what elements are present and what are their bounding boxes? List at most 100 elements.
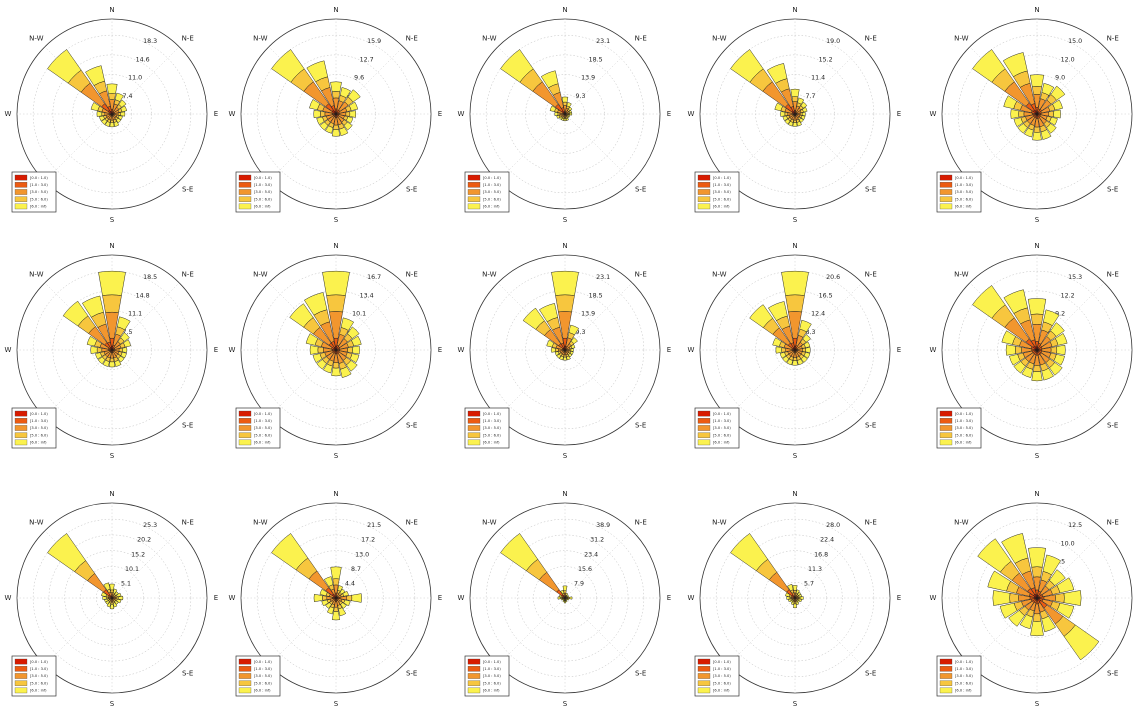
radial-tick-label: 16.8 xyxy=(814,551,828,558)
radial-gridline xyxy=(288,550,384,646)
compass-label-nw: N-W xyxy=(253,34,267,42)
wedge-WNW-bin-5 xyxy=(1001,330,1016,345)
radial-tick-label: 7.5 xyxy=(1055,559,1065,566)
legend-swatch xyxy=(939,418,953,424)
compass-label-e: E xyxy=(897,594,901,602)
wedge-S-bin-5 xyxy=(1031,371,1043,382)
compass-label-se: S-E xyxy=(182,670,193,678)
compass-label-nw: N-W xyxy=(712,270,726,278)
compass-label-n: N xyxy=(333,242,338,250)
wedge-SW-bin-5 xyxy=(782,355,790,363)
wedge-N-bin-5 xyxy=(561,96,569,103)
compass-label-se: S-E xyxy=(635,186,646,194)
radial-tick-label: 20.6 xyxy=(826,274,840,281)
wedge-N-bin-5 xyxy=(562,585,568,592)
wedge-SSW-bin-5 xyxy=(1019,614,1033,630)
radial-gridline xyxy=(505,54,625,174)
wedge-W-bin-5 xyxy=(313,109,321,119)
wedge-WNW-bin-5 xyxy=(546,339,555,348)
wedge-SW-bin-5 xyxy=(105,600,110,605)
radial-gridline xyxy=(485,518,645,678)
radial-gridline xyxy=(505,290,625,410)
wedge-NE-bin-5 xyxy=(114,591,119,596)
wedge-NNE-bin-5 xyxy=(112,588,118,594)
wedge-NNW-bin-5 xyxy=(103,582,111,591)
wedge-N-bin-5 xyxy=(98,270,126,296)
radial-gridline xyxy=(32,270,192,430)
legend-swatch xyxy=(697,439,711,446)
wedge-SSE-bin-5 xyxy=(797,358,804,366)
wedge-N-bin-5 xyxy=(1029,74,1045,88)
radial-tick-label: 12.0 xyxy=(1061,56,1075,63)
angular-gridline xyxy=(564,113,633,182)
legend-label: [0.0 : 1.0) xyxy=(483,660,501,664)
radial-gridline xyxy=(485,270,645,430)
wedge-NNW-bin-5 xyxy=(1003,289,1028,314)
wedge-E-bin-4 xyxy=(802,347,806,353)
wedge-ENE-bin-5 xyxy=(802,107,808,113)
legend-label: [3.0 : 5.0) xyxy=(955,426,973,430)
legend-label: [3.0 : 5.0) xyxy=(254,426,272,430)
wedge-NNE-bin-5 xyxy=(1042,554,1061,576)
wedge-SSW-bin-5 xyxy=(323,363,333,374)
compass-label-se: S-E xyxy=(865,186,876,194)
wedge-E-bin-5 xyxy=(1056,344,1066,356)
wedge-S-bin-5 xyxy=(331,129,341,137)
compass-label-e: E xyxy=(667,346,671,354)
compass-label-ne: N-E xyxy=(1107,34,1119,42)
radial-tick-label: 15.2 xyxy=(131,551,145,558)
radial-tick-label: 18.3 xyxy=(143,38,157,45)
wedge-ENE-bin-5 xyxy=(1054,333,1068,346)
wedge-SSW-bin-5 xyxy=(561,117,565,121)
windrose-panel-12: 21.5 17.2 13.0 8.7 4.4 N S E W N-E S-E N-W [0.0 : 1.… xyxy=(229,490,443,708)
legend-label: [6.0 : inf) xyxy=(30,205,47,209)
angular-gridline xyxy=(44,113,113,182)
compass-label-s: S xyxy=(563,700,568,708)
angular-gridline xyxy=(564,349,633,418)
radial-tick-label: 9.2 xyxy=(1055,311,1065,318)
compass-label-se: S-E xyxy=(406,670,417,678)
wedge-ESE-bin-5 xyxy=(567,114,571,118)
compass-label-s: S xyxy=(334,452,339,460)
wedge-NE-bin-5 xyxy=(347,326,360,339)
wedge-NW-bin-5 xyxy=(500,49,534,83)
radial-tick-label: 16.5 xyxy=(819,292,833,299)
radial-gridline xyxy=(485,34,645,194)
compass-label-n: N xyxy=(333,6,338,14)
legend-swatch xyxy=(467,673,481,679)
wedge-NNW-bin-5 xyxy=(304,292,328,316)
legend-swatch xyxy=(467,203,481,210)
wedge-N-bin-5 xyxy=(792,585,798,591)
wedge-WNW-bin-5 xyxy=(549,105,557,112)
legend-label: [5.0 : 6.0) xyxy=(254,197,272,201)
wedge-N-bin-5 xyxy=(781,270,809,296)
angular-gridline xyxy=(44,597,113,666)
angular-gridline xyxy=(335,597,404,666)
radial-tick-label: 10.0 xyxy=(1061,540,1075,547)
legend-label: [0.0 : 1.0) xyxy=(955,176,973,180)
wedge-NNE-bin-5 xyxy=(799,319,812,333)
compass-label-w: W xyxy=(930,110,937,118)
wedge-S-bin-4 xyxy=(110,119,114,124)
radial-tick-label: 13.9 xyxy=(581,75,595,82)
wedge-NW-bin-5 xyxy=(62,300,89,327)
wedge-NNW-bin-5 xyxy=(1001,533,1029,564)
legend-swatch xyxy=(939,189,953,195)
wedge-N-bin-4 xyxy=(785,294,805,313)
angular-gridline xyxy=(111,597,180,666)
legend-swatch xyxy=(697,666,711,672)
compass-label-n: N xyxy=(562,490,567,498)
legend-swatch xyxy=(467,196,481,202)
wedge-ENE-bin-5 xyxy=(1052,99,1063,111)
radial-gridline xyxy=(276,290,396,410)
legend-swatch xyxy=(939,203,953,210)
wedge-N-bin-5 xyxy=(790,88,800,98)
radial-tick-label: 7.9 xyxy=(574,580,584,587)
wedge-N-bin-4 xyxy=(332,578,340,586)
legend-label: [5.0 : 6.0) xyxy=(483,197,501,201)
compass-label-n: N xyxy=(792,490,797,498)
wedge-WSW-bin-5 xyxy=(999,602,1018,619)
wedge-NNE-bin-5 xyxy=(795,589,800,595)
